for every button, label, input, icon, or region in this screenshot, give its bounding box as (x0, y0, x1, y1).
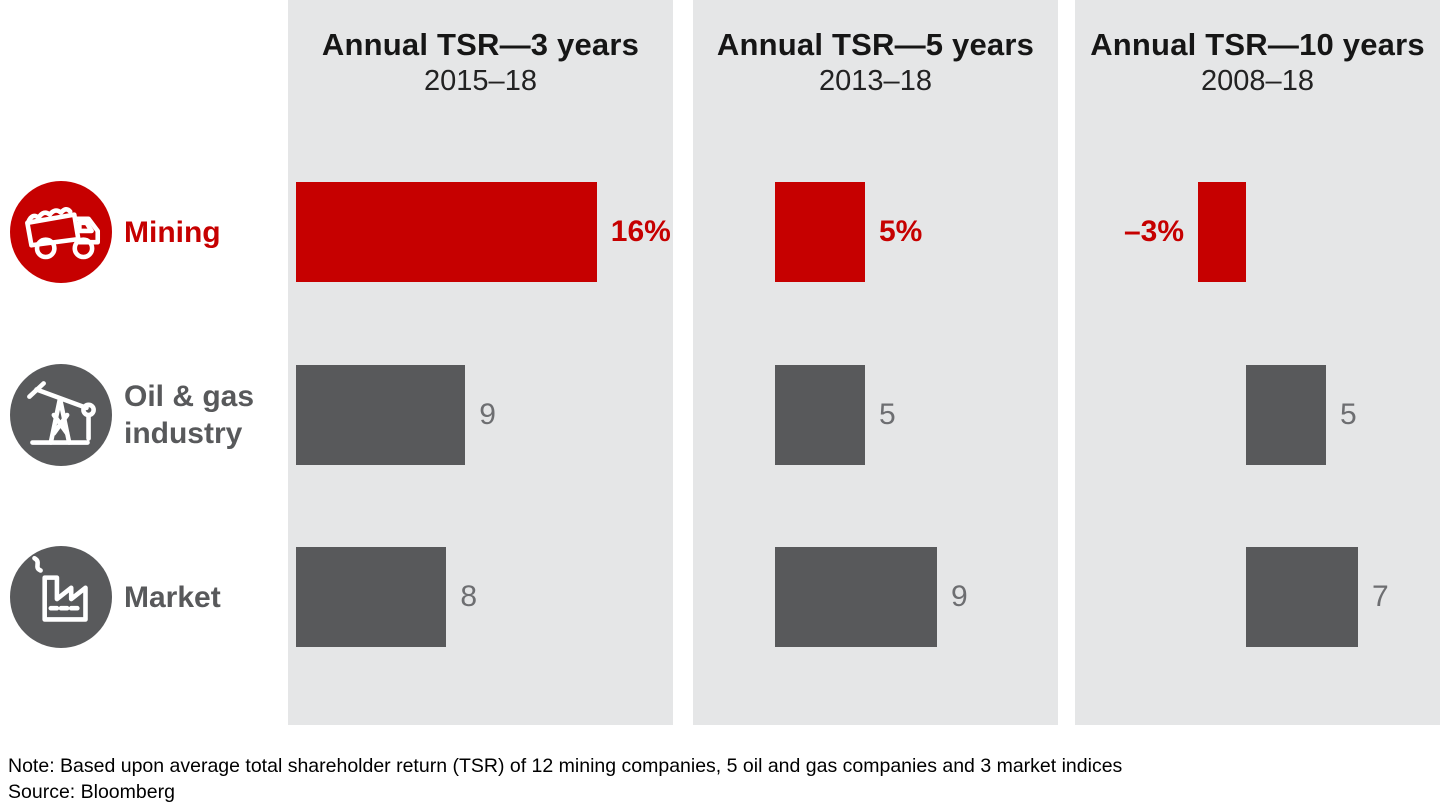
bar-row-mining-10yr: –3% (1124, 182, 1246, 282)
bar-row-market-5yr: 9 (775, 547, 968, 647)
row-label-market: Market (124, 580, 221, 614)
bar-mining-3yr (296, 182, 597, 282)
bar-market-5yr (775, 547, 937, 647)
footnote: Note: Based upon average total sharehold… (8, 755, 1123, 777)
oil-pumpjack-icon (10, 364, 112, 466)
panel-header: Annual TSR—3 years 2015–18 (288, 0, 673, 98)
panel-title: Annual TSR—3 years (321, 27, 640, 62)
bar-oilgas-5yr (775, 365, 865, 465)
bar-value-label: 8 (460, 580, 478, 613)
panel-title: Annual TSR—10 years (1090, 27, 1425, 62)
panel-subtitle: 2015–18 (424, 65, 537, 97)
panel-subtitle: 2008–18 (1201, 65, 1314, 97)
bar-value-label: 9 (479, 398, 496, 431)
bar-value-label: 5 (879, 398, 896, 431)
row-label-mining: Mining (124, 215, 221, 249)
bar-row-mining-5yr: 5% (775, 182, 922, 282)
bar-value-label: 5% (879, 215, 923, 248)
bar-value-label: 7 (1372, 580, 1389, 613)
bar-oilgas-3yr (296, 365, 466, 465)
bar-oilgas-10yr (1246, 365, 1326, 465)
bar-row-mining-3yr: 16% (296, 182, 671, 282)
factory-icon (10, 546, 112, 648)
row-label-oil-gas: Oil & gas industry (124, 380, 255, 450)
bar-market-10yr (1246, 547, 1358, 647)
bar-value-label: –3% (1123, 215, 1184, 248)
bar-mining-5yr (775, 182, 865, 282)
bar-row-market-3yr: 8 (296, 547, 477, 647)
panel-title: Annual TSR—5 years (716, 27, 1035, 62)
source-line: Source: Bloomberg (8, 781, 175, 803)
bar-value-label: 9 (951, 580, 968, 613)
bar-row-oilgas-5yr: 5 (775, 365, 896, 465)
dump-truck-icon (10, 181, 112, 283)
bar-mining-10yr (1198, 182, 1246, 282)
panel-subtitle: 2013–18 (819, 65, 932, 97)
bar-row-oilgas-10yr: 5 (1246, 365, 1357, 465)
panel-header: Annual TSR—10 years 2008–18 (1075, 0, 1440, 98)
footer: Note: Based upon average total sharehold… (8, 753, 1122, 805)
bar-row-oilgas-3yr: 9 (296, 365, 496, 465)
bar-value-label: 16% (610, 215, 671, 248)
panel-header: Annual TSR—5 years 2013–18 (693, 0, 1058, 98)
bar-value-label: 5 (1340, 398, 1357, 431)
bar-row-market-10yr: 7 (1246, 547, 1389, 647)
bar-market-3yr (296, 547, 447, 647)
panel-5-years: Annual TSR—5 years 2013–18 (693, 0, 1058, 725)
